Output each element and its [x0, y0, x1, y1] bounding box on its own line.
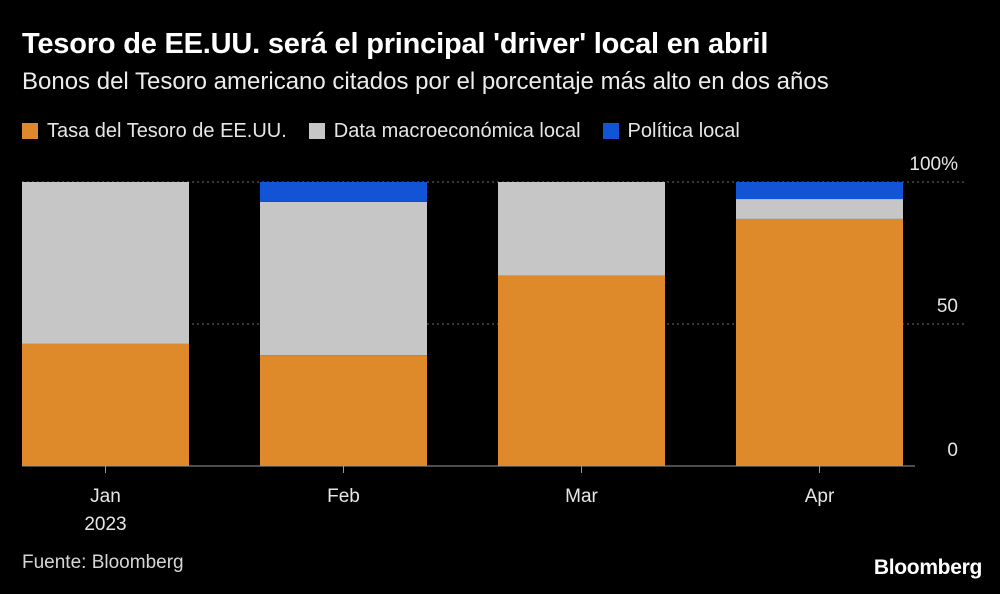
legend: Tasa del Tesoro de EE.UU. Data macroecon…: [22, 117, 762, 145]
stacked-bar-chart: Jan 2023 Feb Mar Apr 0 50 100%: [22, 154, 965, 535]
x-tick-label-feb: Feb: [327, 486, 360, 507]
chart-subtitle: Bonos del Tesoro americano citados por e…: [22, 68, 829, 95]
y-tick-label-50: 50: [937, 296, 958, 317]
legend-label-macro-data: Data macroeconómica local: [333, 119, 581, 142]
bar-jan-series-0: [22, 343, 189, 466]
bar-feb-series-1: [260, 201, 427, 356]
source-note: Fuente: Bloomberg: [22, 552, 184, 573]
legend-item-local-policy: Política local: [602, 119, 740, 143]
y-tick-label-0: 0: [947, 440, 958, 461]
bar-mar-series-0: [498, 275, 665, 466]
bar-feb-series-2: [260, 182, 427, 202]
bar-apr-series-1: [736, 199, 903, 219]
legend-label-treasury: Tasa del Tesoro de EE.UU.: [47, 119, 287, 142]
x-tick-label-jan: Jan: [90, 486, 121, 507]
x-tick-sublabel-jan: 2023: [84, 514, 126, 535]
bloomberg-logo: Bloomberg: [873, 556, 982, 579]
bar-apr-series-2: [736, 182, 903, 200]
legend-item-treasury: Tasa del Tesoro de EE.UU.: [22, 120, 287, 143]
legend-swatch-local-policy: [602, 123, 619, 139]
y-tick-label-100: 100%: [909, 154, 958, 175]
legend-label-local-policy: Política local: [627, 119, 740, 142]
legend-item-macro-data: Data macroeconómica local: [308, 119, 581, 143]
legend-swatch-macro-data: [308, 123, 325, 139]
chart-title: Tesoro de EE.UU. será el principal 'driv…: [22, 28, 769, 60]
x-tick-label-apr: Apr: [805, 486, 835, 507]
x-tick-label-mar: Mar: [565, 486, 598, 507]
legend-swatch-treasury: [22, 123, 38, 139]
bar-feb-series-0: [260, 355, 427, 466]
bar-jan-series-1: [22, 182, 189, 344]
bar-apr-series-0: [736, 218, 903, 466]
bar-mar-series-1: [498, 182, 665, 276]
